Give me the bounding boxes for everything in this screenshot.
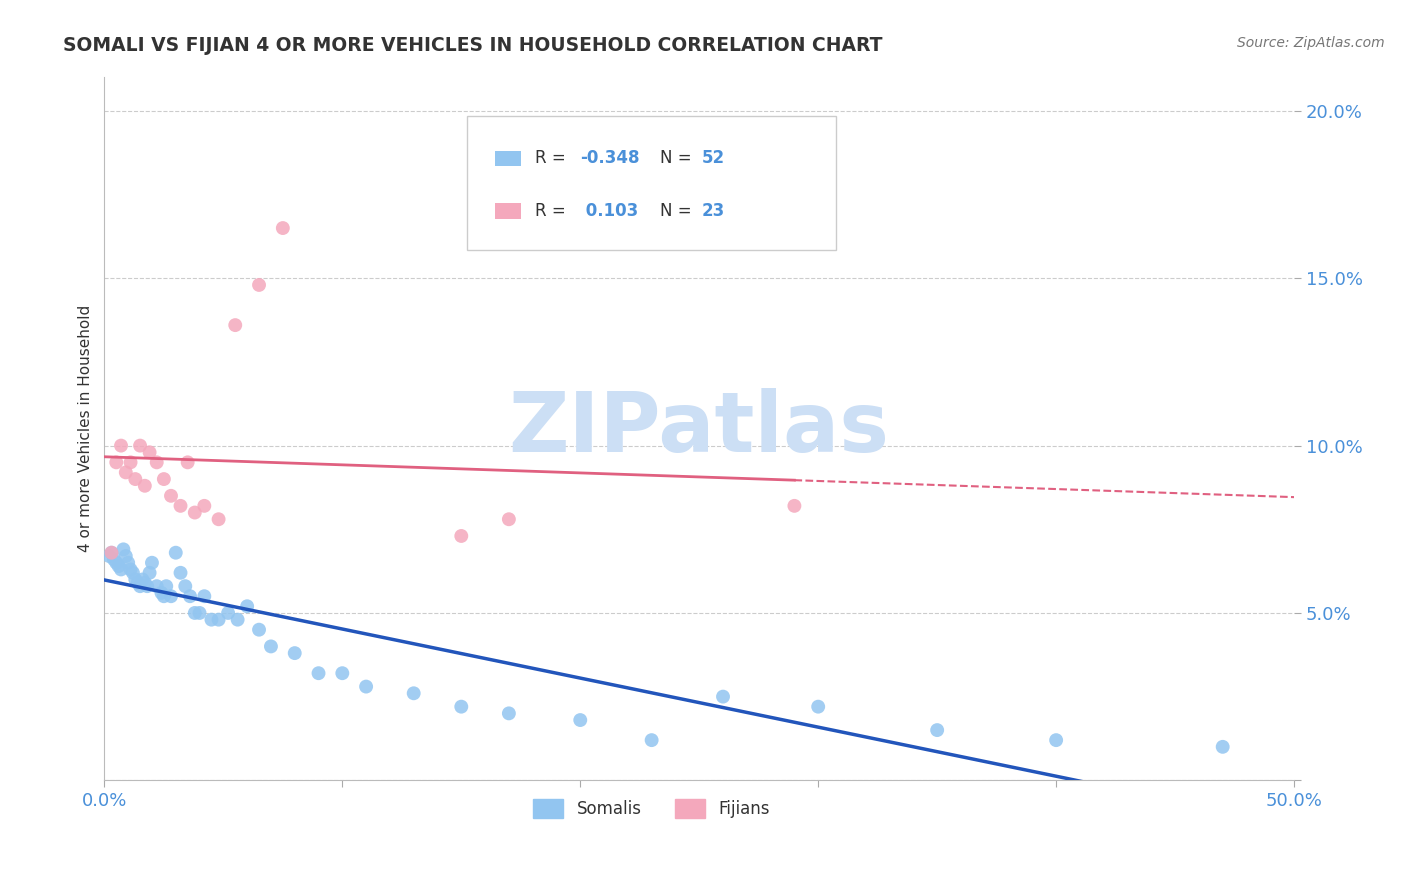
FancyBboxPatch shape [495, 151, 520, 166]
Point [498, 706, 520, 721]
Point [271, 221, 294, 235]
Point [100, 546, 122, 560]
Point [145, 455, 167, 469]
Point [110, 562, 132, 576]
Point [153, 472, 176, 486]
Text: 52: 52 [702, 149, 724, 168]
Point [308, 666, 330, 681]
Text: 0.103: 0.103 [581, 202, 638, 220]
Point [640, 733, 662, 747]
Point [114, 549, 136, 563]
Point [207, 613, 229, 627]
Point [138, 445, 160, 459]
Point [193, 589, 215, 603]
Y-axis label: 4 or more Vehicles in Household: 4 or more Vehicles in Household [79, 305, 93, 552]
Point [155, 579, 177, 593]
Text: ZIPatlas: ZIPatlas [509, 388, 890, 469]
Point [1045, 733, 1067, 747]
Point [107, 559, 129, 574]
Point [247, 277, 270, 292]
Point [200, 613, 222, 627]
Legend: Somalis, Fijians: Somalis, Fijians [527, 792, 776, 825]
Point [112, 542, 135, 557]
Point [193, 499, 215, 513]
Point [105, 556, 128, 570]
Point [105, 455, 128, 469]
Point [124, 573, 146, 587]
Point [569, 713, 592, 727]
Point [160, 589, 183, 603]
Point [450, 699, 472, 714]
Text: R =: R = [536, 149, 571, 168]
Text: -0.348: -0.348 [581, 149, 640, 168]
Text: N =: N = [659, 202, 697, 220]
Point [224, 318, 246, 332]
Point [131, 573, 153, 587]
Point [122, 566, 145, 580]
Point [124, 472, 146, 486]
Point [141, 556, 163, 570]
Point [160, 489, 183, 503]
Point [103, 552, 125, 566]
Point [247, 623, 270, 637]
Point [783, 499, 806, 513]
Point [207, 512, 229, 526]
FancyBboxPatch shape [495, 203, 520, 219]
Point [184, 606, 207, 620]
Point [284, 646, 307, 660]
Point [711, 690, 734, 704]
Text: N =: N = [659, 149, 697, 168]
Point [153, 589, 176, 603]
Point [450, 529, 472, 543]
Point [174, 579, 197, 593]
Point [117, 556, 139, 570]
Text: R =: R = [536, 202, 571, 220]
Point [165, 546, 187, 560]
Point [184, 506, 207, 520]
Point [145, 579, 167, 593]
Point [402, 686, 425, 700]
Point [150, 586, 173, 600]
Point [176, 455, 198, 469]
Point [138, 566, 160, 580]
Text: 23: 23 [702, 202, 725, 220]
Point [188, 606, 211, 620]
Point [236, 599, 259, 614]
Point [134, 479, 156, 493]
Point [120, 455, 142, 469]
Point [110, 439, 132, 453]
Point [260, 640, 283, 654]
Point [120, 562, 142, 576]
Text: Source: ZipAtlas.com: Source: ZipAtlas.com [1237, 36, 1385, 50]
Text: SOMALI VS FIJIAN 4 OR MORE VEHICLES IN HOUSEHOLD CORRELATION CHART: SOMALI VS FIJIAN 4 OR MORE VEHICLES IN H… [63, 36, 883, 54]
Point [169, 499, 191, 513]
FancyBboxPatch shape [467, 116, 837, 250]
Point [927, 723, 949, 737]
Point [1212, 739, 1234, 754]
Point [129, 439, 152, 453]
Point [169, 566, 191, 580]
Point [134, 575, 156, 590]
Point [98, 549, 121, 563]
Point [330, 666, 353, 681]
Point [354, 680, 377, 694]
Point [129, 579, 152, 593]
Point [179, 589, 201, 603]
Point [127, 575, 149, 590]
Point [807, 699, 830, 714]
Point [114, 466, 136, 480]
Point [136, 579, 159, 593]
Point [100, 546, 122, 560]
Point [498, 512, 520, 526]
Point [217, 606, 239, 620]
Point [226, 613, 249, 627]
